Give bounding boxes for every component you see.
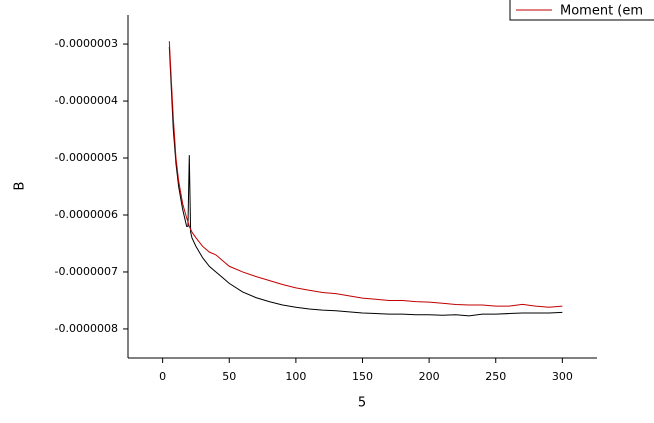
y-tick-label: -0.0000005: [55, 151, 118, 164]
x-tick-label: 200: [419, 370, 440, 383]
y-tick-label: -0.0000004: [55, 94, 118, 107]
y-tick-label: -0.0000006: [55, 208, 118, 221]
x-tick-label: 150: [352, 370, 373, 383]
series-line: [168, 46, 563, 317]
y-axis-label: B: [13, 182, 28, 191]
y-tick-label: -0.0000008: [55, 322, 118, 335]
legend-box: [509, 0, 654, 21]
series-line: [168, 41, 563, 308]
x-axis-label: 5: [358, 396, 366, 411]
y-tick-label: -0.0000003: [55, 37, 118, 50]
x-tick-label: 0: [159, 370, 166, 383]
x-tick-label: 100: [285, 370, 306, 383]
y-tick-label: -0.0000007: [55, 265, 118, 278]
legend-label: Moment (em: [560, 4, 643, 19]
x-tick-label: 300: [552, 370, 573, 383]
x-tick-label: 250: [485, 370, 506, 383]
x-tick-label: 50: [222, 370, 236, 383]
